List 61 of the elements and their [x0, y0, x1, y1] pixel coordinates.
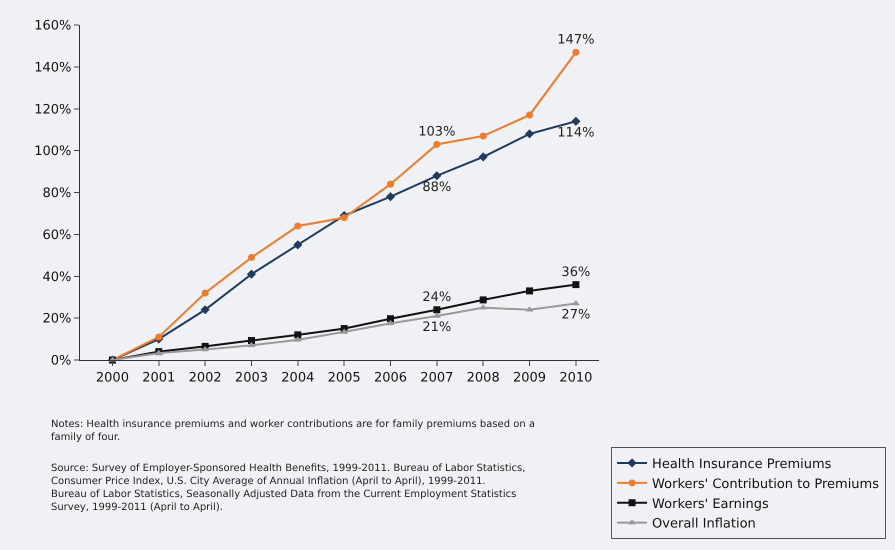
- point: [294, 222, 302, 230]
- legend-label: Workers' Earnings: [652, 496, 769, 512]
- point: [294, 336, 302, 342]
- point: [433, 140, 440, 148]
- y-tick-label: 140%: [34, 60, 72, 76]
- point: [524, 129, 534, 138]
- point: [480, 296, 487, 304]
- data-label: 24%: [422, 290, 452, 306]
- point: [155, 333, 162, 340]
- data-label: 88%: [422, 180, 452, 195]
- x-tick-label: 2002: [188, 370, 222, 386]
- x-tick-label: 2000: [96, 370, 129, 386]
- y-tick-label: 40%: [42, 270, 72, 285]
- y-tick-label: 160%: [34, 18, 72, 34]
- legend-label: Workers' Contribution to Premiums: [652, 476, 880, 492]
- point: [340, 328, 348, 334]
- text: Notes: Health insurance premiums and worker contributions are for family premiums based on a family of four.: [51, 419, 535, 443]
- y-tick-label: 0%: [50, 354, 72, 369]
- point: [293, 240, 302, 250]
- point: [246, 270, 256, 279]
- point: [478, 152, 488, 162]
- point: [386, 192, 396, 202]
- source-note: Source: Survey of Employer-Sponsored Health Benefits, 1999-2011. Bureau of Labor Statistics, Consumer Price Index, U.S. City Average of Annual Inflation (April to April), 1999-2011. Bureau of Labor Statistics, Seasonally Adjusted Data from the Current Employment Statistics Survey, 1999-2011 (April to April).: [51, 463, 526, 513]
- point: [340, 214, 348, 222]
- point: [433, 306, 440, 314]
- point: [480, 132, 487, 140]
- y-tick-label: 100%: [34, 144, 72, 160]
- point: [572, 48, 580, 56]
- point: [526, 112, 534, 119]
- point: [571, 116, 580, 126]
- y-tick-label: 120%: [34, 102, 72, 118]
- y-tick-label: 80%: [42, 186, 72, 202]
- x-tick-label: 2010: [559, 370, 592, 386]
- data-label: 147%: [557, 32, 594, 48]
- point: [432, 171, 442, 180]
- point: [294, 331, 302, 338]
- point: [572, 300, 580, 306]
- y-tick-label: 60%: [42, 228, 72, 243]
- x-tick-label: 2003: [234, 370, 268, 386]
- point: [248, 337, 255, 344]
- point: [387, 180, 394, 188]
- x-tick-label: 2008: [466, 370, 500, 386]
- point: [200, 305, 210, 314]
- x-tick-label: 2005: [328, 370, 361, 386]
- point: [202, 290, 209, 296]
- point: [248, 254, 255, 261]
- x-tick-label: 2009: [512, 370, 546, 386]
- legend-label: Health Insurance Premiums: [652, 457, 832, 472]
- data-label: 21%: [422, 320, 452, 336]
- point: [526, 287, 534, 294]
- x-tick-label: 2007: [420, 370, 454, 386]
- data-label: 27%: [561, 308, 590, 323]
- point: [572, 281, 580, 288]
- data-label: 114%: [557, 125, 594, 140]
- data-label: 36%: [561, 265, 590, 280]
- data-label: 103%: [418, 124, 456, 140]
- x-tick-label: 2004: [281, 370, 314, 386]
- x-tick-label: 2006: [374, 370, 408, 386]
- legend-label: Overall Inflation: [652, 516, 756, 532]
- y-tick-label: 20%: [42, 312, 72, 327]
- x-tick-label: 2001: [142, 370, 176, 386]
